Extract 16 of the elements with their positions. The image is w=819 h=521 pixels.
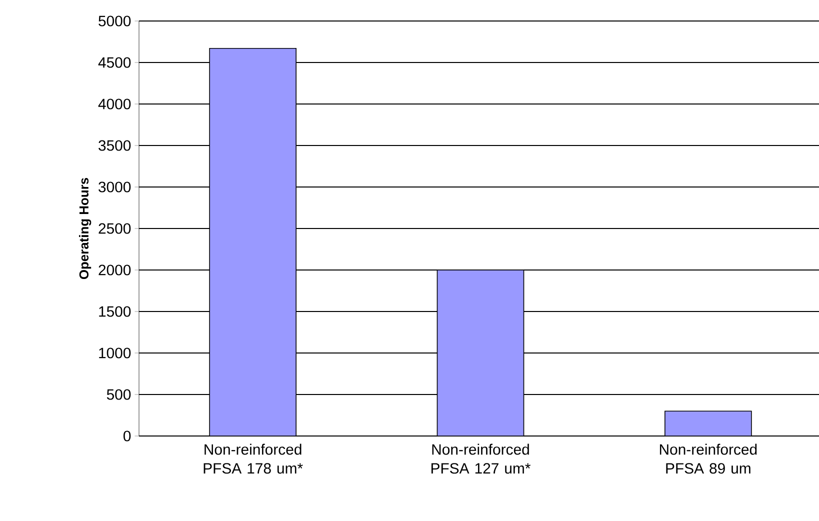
y-tick-label: 5000 [98,16,131,26]
y-tick-label: 2000 [98,264,131,276]
y-tick-label: 4500 [98,57,131,68]
bar [664,410,752,436]
y-tick-label: 3000 [98,182,131,192]
x-tick-label: Non-reinforced PFSA 89 um [660,444,757,474]
y-tick-label: 1000 [99,348,131,358]
x-tick-label: Non-reinforced PFSA 127 um* [431,444,530,474]
y-tick-label: 1500 [99,306,131,317]
y-tick-label: 3500 [98,140,131,151]
y-tick-label: 2500 [98,223,131,234]
y-axis-title: Operating Hours [79,178,92,280]
x-tick-label: Non-reinforced PFSA 178 um* [204,444,303,474]
y-tick-label: 4000 [98,98,131,110]
y-tick-label: 0 [123,430,131,442]
y-tick-label: 500 [106,389,131,400]
